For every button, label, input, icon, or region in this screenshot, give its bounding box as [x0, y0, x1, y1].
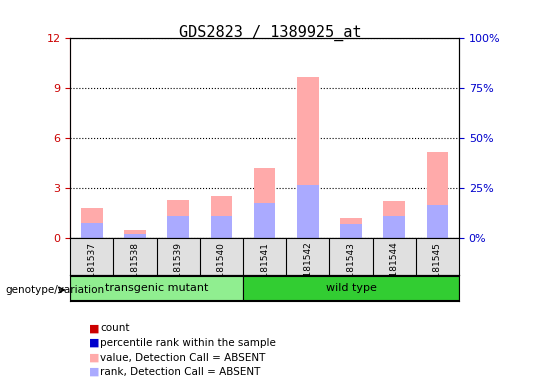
Bar [211, 217, 232, 238]
Text: GSM181544: GSM181544 [390, 242, 399, 296]
Bar [81, 208, 103, 238]
Text: GDS2823 / 1389925_at: GDS2823 / 1389925_at [179, 25, 361, 41]
Text: ■: ■ [89, 323, 99, 333]
Bar [254, 168, 275, 238]
Text: GSM181541: GSM181541 [260, 242, 269, 296]
Text: count: count [100, 323, 130, 333]
FancyBboxPatch shape [243, 276, 459, 300]
Text: GSM181545: GSM181545 [433, 242, 442, 296]
Text: GSM181539: GSM181539 [174, 242, 183, 297]
Text: rank, Detection Call = ABSENT: rank, Detection Call = ABSENT [100, 367, 260, 377]
Bar [427, 152, 448, 238]
Bar [297, 185, 319, 238]
Bar [254, 203, 275, 238]
Text: wild type: wild type [326, 283, 376, 293]
Bar [383, 217, 405, 238]
Bar [427, 205, 448, 238]
Bar [340, 218, 362, 238]
Bar [167, 200, 189, 238]
Text: GSM181543: GSM181543 [347, 242, 355, 296]
Text: ■: ■ [89, 367, 99, 377]
Bar [167, 217, 189, 238]
Text: ■: ■ [89, 338, 99, 348]
FancyBboxPatch shape [70, 276, 243, 300]
Text: value, Detection Call = ABSENT: value, Detection Call = ABSENT [100, 353, 265, 362]
Text: GSM181538: GSM181538 [131, 242, 139, 297]
Bar [124, 234, 146, 238]
Text: genotype/variation: genotype/variation [5, 285, 105, 295]
Text: GSM181542: GSM181542 [303, 242, 312, 296]
Text: transgenic mutant: transgenic mutant [105, 283, 208, 293]
Text: ■: ■ [89, 353, 99, 362]
Bar [297, 77, 319, 238]
Bar [81, 223, 103, 238]
Bar [383, 202, 405, 238]
Bar [340, 224, 362, 238]
Bar [124, 230, 146, 238]
Text: GSM181537: GSM181537 [87, 242, 96, 297]
Text: percentile rank within the sample: percentile rank within the sample [100, 338, 276, 348]
Text: GSM181540: GSM181540 [217, 242, 226, 296]
Bar [211, 197, 232, 238]
